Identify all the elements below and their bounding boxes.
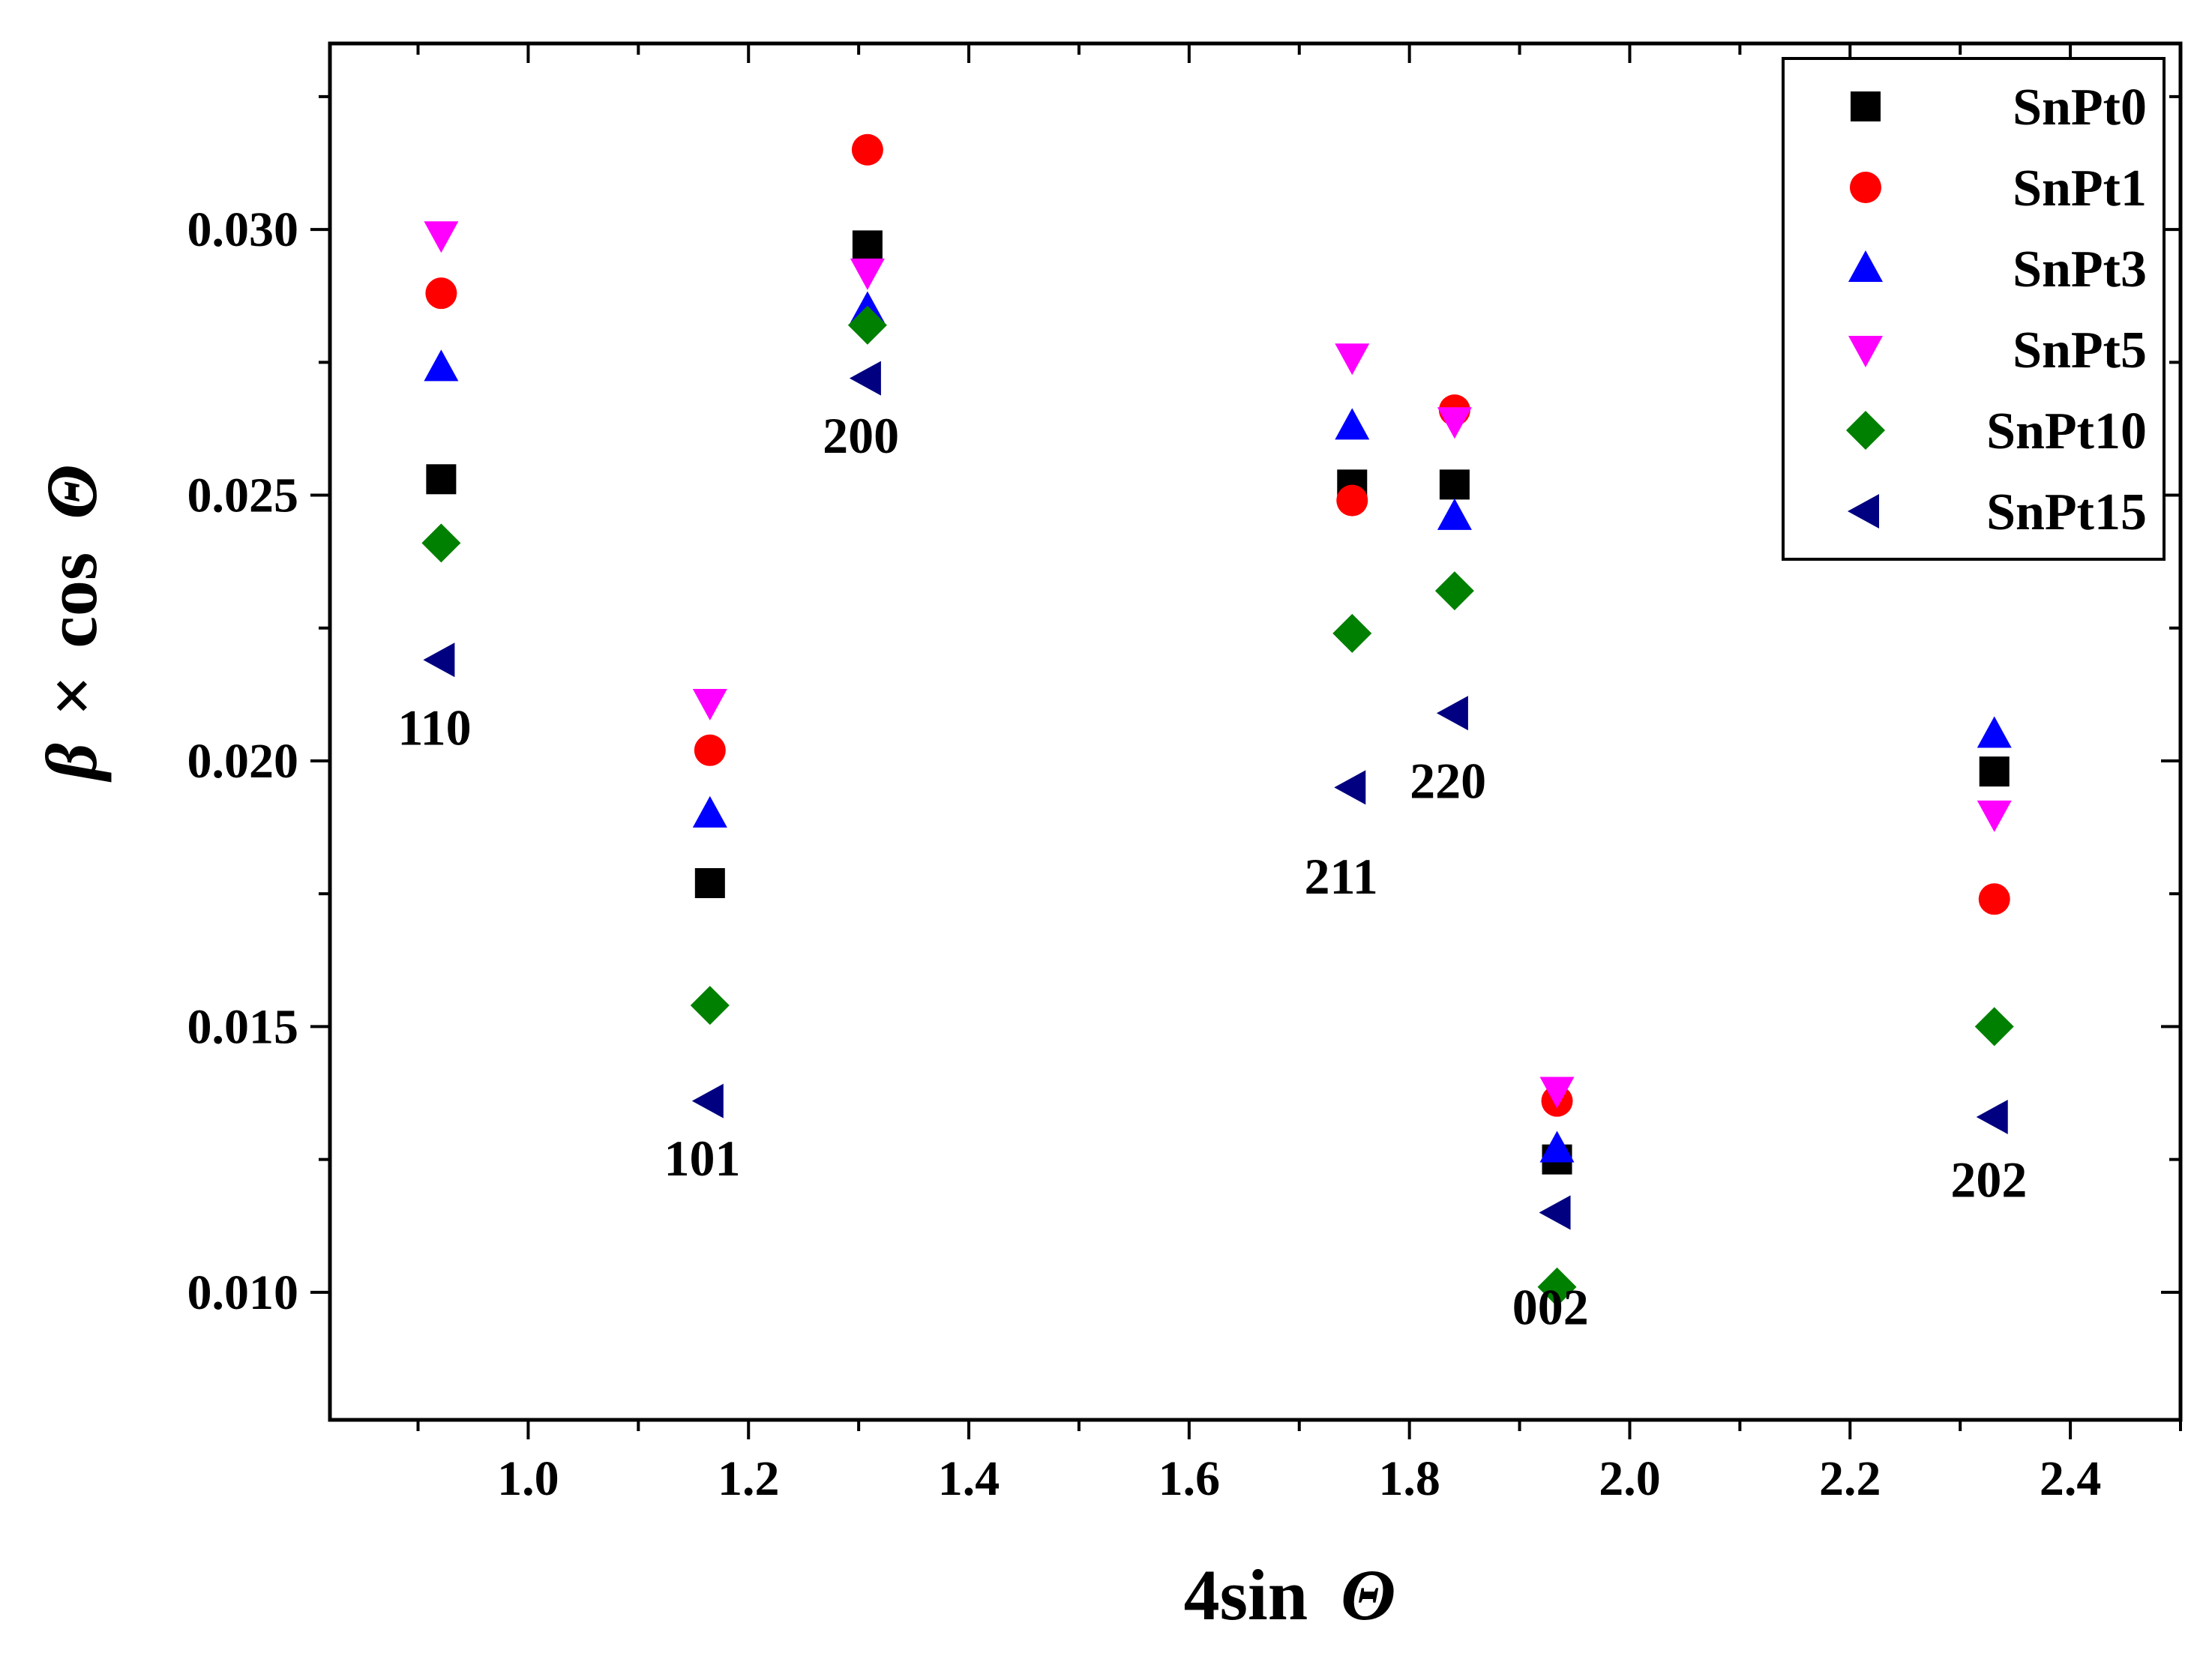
y-tick-label: 0.020	[187, 734, 299, 789]
series-snpt5	[424, 221, 2012, 1109]
data-point-snpt1	[1978, 883, 2010, 915]
x-tick-label: 1.0	[497, 1451, 559, 1506]
data-point-snpt3	[692, 795, 727, 828]
y-axis-title-times: ×	[31, 675, 112, 717]
data-point-snpt3	[424, 349, 459, 382]
data-point-snpt15	[1539, 1195, 1571, 1230]
x-tick-label: 2.4	[2040, 1451, 2102, 1506]
legend-marker-snpt0	[1851, 91, 1881, 121]
legend-marker-snpt1	[1850, 172, 1881, 203]
data-point-snpt10	[1537, 1267, 1577, 1307]
data-point-snpt1	[851, 133, 883, 166]
data-point-snpt3	[1335, 408, 1370, 440]
legend-marker-snpt10	[1846, 411, 1885, 450]
series-snpt1	[425, 133, 2010, 1117]
data-point-snpt0	[426, 464, 457, 495]
legend-label-snpt1: SnPt1	[2013, 160, 2147, 217]
data-point-snpt15	[849, 361, 881, 396]
data-point-snpt10	[1434, 571, 1474, 611]
legend-box	[1782, 57, 2166, 561]
x-axis-title-symbol: Θ	[1341, 1555, 1395, 1635]
data-point-snpt0	[1439, 469, 1470, 500]
y-axis-title-symbol: Θ	[31, 464, 112, 519]
legend-item-snpt15: SnPt15	[1848, 484, 2147, 541]
y-axis-title-beta: β	[31, 743, 112, 782]
x-tick-label: 1.6	[1158, 1451, 1221, 1506]
legend-marker-snpt15	[1848, 494, 1879, 529]
y-axis-title-cos: cos	[31, 552, 112, 648]
y-tick-label: 0.015	[187, 999, 299, 1054]
x-tick-label: 1.2	[718, 1451, 780, 1506]
legend-item-snpt3: SnPt3	[1848, 241, 2147, 298]
series-snpt15	[423, 361, 2008, 1230]
plot-frame	[328, 41, 2183, 1422]
data-point-snpt3	[1539, 1130, 1575, 1163]
peak-label-200: 200	[823, 407, 899, 464]
data-point-snpt15	[691, 1083, 724, 1118]
data-point-snpt0	[852, 230, 883, 261]
data-point-snpt10	[690, 986, 730, 1026]
legend-label-snpt0: SnPt0	[2013, 79, 2147, 136]
legend-label-snpt3: SnPt3	[2013, 241, 2147, 298]
data-point-snpt15	[423, 642, 455, 678]
data-point-snpt1	[694, 734, 726, 766]
x-axis-title-main: 4sin	[1184, 1555, 1308, 1635]
data-point-snpt5	[424, 221, 459, 253]
peak-label-211: 211	[1304, 848, 1377, 905]
data-point-snpt0	[694, 868, 725, 899]
data-point-snpt15	[1436, 696, 1468, 731]
data-point-snpt5	[692, 689, 727, 721]
x-tick-label: 1.4	[938, 1451, 1000, 1506]
series-snpt3	[424, 291, 2012, 1163]
data-point-snpt1	[425, 277, 457, 310]
peak-label-002: 002	[1512, 1278, 1589, 1335]
legend-item-snpt0: SnPt0	[1851, 79, 2147, 136]
legend-label-snpt5: SnPt5	[2013, 322, 2147, 379]
x-tick-label: 2.0	[1599, 1451, 1661, 1506]
legend-marker-snpt5	[1848, 336, 1883, 367]
data-point-snpt5	[1977, 800, 2012, 832]
legend-item-snpt1: SnPt1	[1850, 160, 2147, 217]
series-snpt10	[421, 305, 2014, 1307]
data-point-snpt10	[421, 523, 461, 563]
legend-label-snpt10: SnPt10	[1986, 403, 2147, 460]
peak-label-202: 202	[1950, 1151, 2027, 1208]
data-point-snpt15	[1334, 770, 1366, 805]
data-point-snpt10	[847, 305, 887, 345]
y-tick-label: 0.010	[187, 1265, 299, 1320]
peak-label-101: 101	[664, 1130, 741, 1187]
data-point-snpt5	[1539, 1077, 1575, 1109]
legend-item-snpt5: SnPt5	[1848, 322, 2147, 379]
data-point-snpt1	[1336, 484, 1368, 517]
legend-marker-snpt3	[1848, 250, 1883, 282]
data-point-snpt5	[1335, 343, 1370, 376]
data-point-snpt5	[850, 258, 885, 290]
data-point-snpt10	[1332, 613, 1372, 653]
y-axis-title: β × cos Θ	[31, 464, 112, 782]
y-tick-label: 0.030	[187, 202, 299, 257]
data-point-snpt3	[1437, 498, 1472, 530]
data-point-snpt15	[1976, 1099, 2008, 1134]
data-point-snpt0	[1979, 756, 2010, 787]
data-point-snpt10	[1974, 1007, 2014, 1047]
legend-label-snpt15: SnPt15	[1986, 484, 2147, 541]
data-point-snpt5	[1437, 407, 1472, 439]
x-tick-label: 1.8	[1378, 1451, 1440, 1506]
peak-label-110: 110	[397, 699, 471, 756]
y-tick-label: 0.025	[187, 469, 299, 523]
x-axis-title: 4sin Θ	[1184, 1555, 1396, 1635]
data-point-snpt3	[1977, 716, 2012, 748]
series-snpt0	[426, 230, 2010, 1175]
legend-item-snpt10: SnPt10	[1846, 403, 2147, 460]
peak-label-220: 220	[1410, 753, 1486, 810]
x-tick-label: 2.2	[1819, 1451, 1881, 1506]
